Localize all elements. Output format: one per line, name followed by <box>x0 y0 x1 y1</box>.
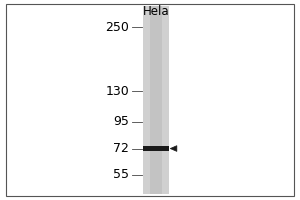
Text: 72: 72 <box>113 142 129 155</box>
Text: Hela: Hela <box>143 5 169 18</box>
Bar <box>143 146 169 151</box>
Bar <box>143 6 169 194</box>
Text: 55: 55 <box>113 168 129 181</box>
Bar <box>150 6 162 194</box>
Text: 250: 250 <box>105 21 129 34</box>
Text: 130: 130 <box>105 85 129 98</box>
Polygon shape <box>170 146 177 151</box>
Text: 95: 95 <box>113 115 129 128</box>
